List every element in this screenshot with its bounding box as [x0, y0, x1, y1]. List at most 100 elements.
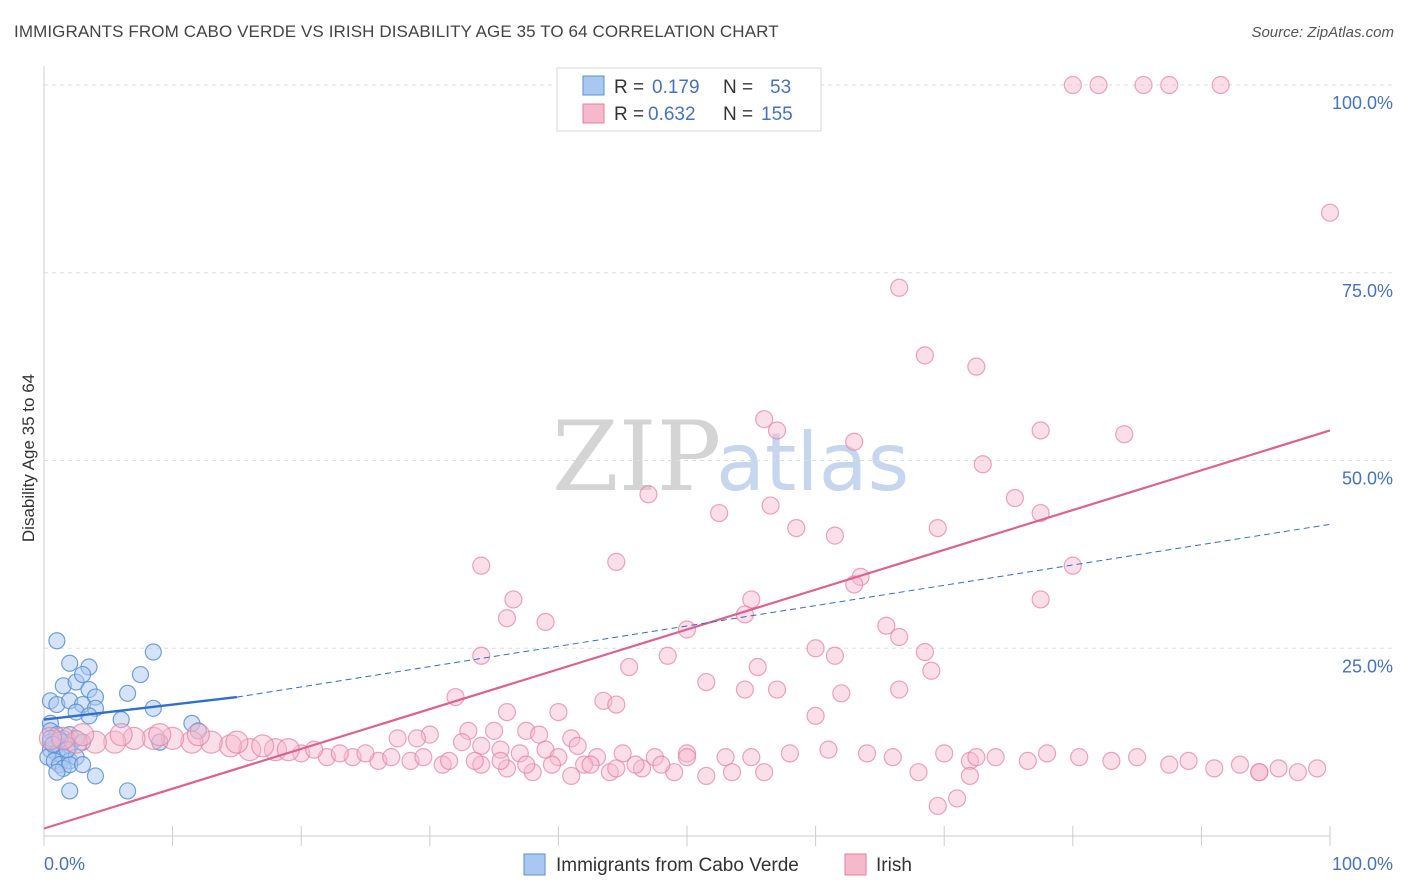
- bottom-legend-swatch-pink: [844, 853, 867, 876]
- bottom-legend: Immigrants from Cabo Verde Irish: [523, 853, 912, 876]
- irish-point: [755, 763, 774, 782]
- legend-swatch-blue: [582, 75, 605, 96]
- x-tick-label-min: 0.0%: [44, 854, 85, 874]
- irish-point: [103, 730, 127, 754]
- cabo-verde-point: [61, 782, 79, 800]
- bottom-legend-label-cabo-verde: Immigrants from Cabo Verde: [556, 855, 799, 876]
- irish-point: [722, 763, 742, 782]
- irish-point: [1160, 755, 1179, 774]
- cabo-verde-point: [73, 756, 92, 774]
- irish-point: [1031, 421, 1050, 440]
- cabo-verde-point: [86, 767, 105, 785]
- x-tick-label-max: 100.0%: [1332, 854, 1393, 874]
- irish-point: [536, 612, 555, 632]
- irish-point: [1211, 75, 1230, 95]
- irish-point: [1230, 755, 1250, 774]
- irish-point: [1179, 751, 1198, 771]
- irish-point: [51, 726, 75, 750]
- irish-point: [549, 748, 568, 767]
- irish-point: [1018, 751, 1037, 771]
- irish-point: [1063, 75, 1082, 95]
- irish-point: [845, 432, 864, 451]
- irish-point: [1308, 759, 1327, 778]
- irish-point: [626, 755, 645, 774]
- irish-point: [1288, 763, 1307, 782]
- watermark-atlas: atlas: [716, 416, 909, 509]
- irish-point: [38, 726, 63, 750]
- irish-point: [218, 734, 243, 758]
- irish-point: [562, 766, 581, 786]
- irish-point: [530, 725, 549, 744]
- irish-point: [697, 672, 716, 692]
- irish-point: [960, 766, 980, 786]
- irish-point: [1250, 763, 1269, 782]
- irish-point: [1031, 503, 1050, 523]
- irish-point: [755, 410, 774, 429]
- cabo-verde-point: [118, 782, 137, 800]
- irish-point: [825, 526, 844, 545]
- irish-point: [161, 726, 185, 750]
- series-irish-points: [38, 75, 1340, 816]
- irish-point: [890, 680, 909, 699]
- y-tick-label: 100.0%: [1332, 93, 1393, 113]
- irish-point: [568, 736, 587, 755]
- irish-point: [806, 706, 825, 725]
- irish-point: [832, 684, 851, 703]
- irish-point: [1005, 488, 1025, 508]
- cabo-verde-trend-dashed: [236, 523, 1331, 698]
- bottom-legend-label-irish: Irish: [876, 855, 912, 876]
- cabo-verde-point: [118, 684, 137, 702]
- irish-point: [1070, 748, 1089, 767]
- irish-point: [787, 518, 806, 538]
- irish-point: [658, 646, 677, 665]
- cabo-verde-point: [48, 632, 66, 650]
- irish-point: [1031, 590, 1050, 609]
- irish-point: [857, 744, 877, 763]
- legend-n-label-1: N =: [723, 77, 753, 98]
- irish-point: [465, 751, 484, 771]
- irish-point: [452, 733, 472, 752]
- irish-point: [761, 496, 780, 515]
- irish-point: [851, 567, 870, 587]
- irish-point: [186, 723, 210, 747]
- irish-point: [928, 796, 947, 816]
- cabo-verde-point: [131, 665, 150, 684]
- irish-point: [388, 729, 407, 748]
- irish-point: [1089, 75, 1108, 95]
- legend-r-label-1: R =: [614, 77, 644, 98]
- y-tick-label: 75.0%: [1342, 281, 1393, 301]
- irish-point: [748, 657, 767, 677]
- irish-point: [517, 755, 536, 774]
- irish-point: [645, 748, 664, 767]
- irish-point: [909, 763, 928, 782]
- irish-point: [485, 721, 504, 740]
- irish-point: [877, 616, 896, 635]
- irish-point: [890, 627, 909, 647]
- chart-title: IMMIGRANTS FROM CABO VERDE VS IRISH DISA…: [14, 22, 779, 41]
- irish-point: [504, 590, 523, 609]
- legend-r-value-2: 0.632: [648, 104, 696, 125]
- irish-point: [199, 730, 223, 754]
- axes: [43, 66, 1331, 846]
- irish-trend-line: [43, 429, 1331, 830]
- y-axis-label-group: Disability Age 35 to 64: [19, 374, 38, 542]
- irish-point: [356, 744, 375, 763]
- irish-point: [1269, 759, 1288, 778]
- irish-point: [497, 759, 517, 778]
- irish-point: [967, 357, 986, 376]
- irish-point: [510, 744, 529, 763]
- irish-point: [1134, 75, 1153, 95]
- irish-point: [825, 646, 844, 665]
- bottom-legend-swatch-blue: [523, 853, 546, 876]
- irish-point: [439, 751, 459, 771]
- irish-point: [251, 734, 275, 758]
- irish-point: [109, 723, 133, 747]
- y-axis-label: Disability Age 35 to 64: [19, 374, 38, 542]
- irish-point: [607, 759, 626, 778]
- irish-point: [967, 748, 986, 767]
- y-tick-label: 50.0%: [1342, 469, 1393, 489]
- cabo-verde-point: [73, 665, 92, 684]
- irish-point: [122, 726, 146, 750]
- irish-point: [767, 680, 787, 699]
